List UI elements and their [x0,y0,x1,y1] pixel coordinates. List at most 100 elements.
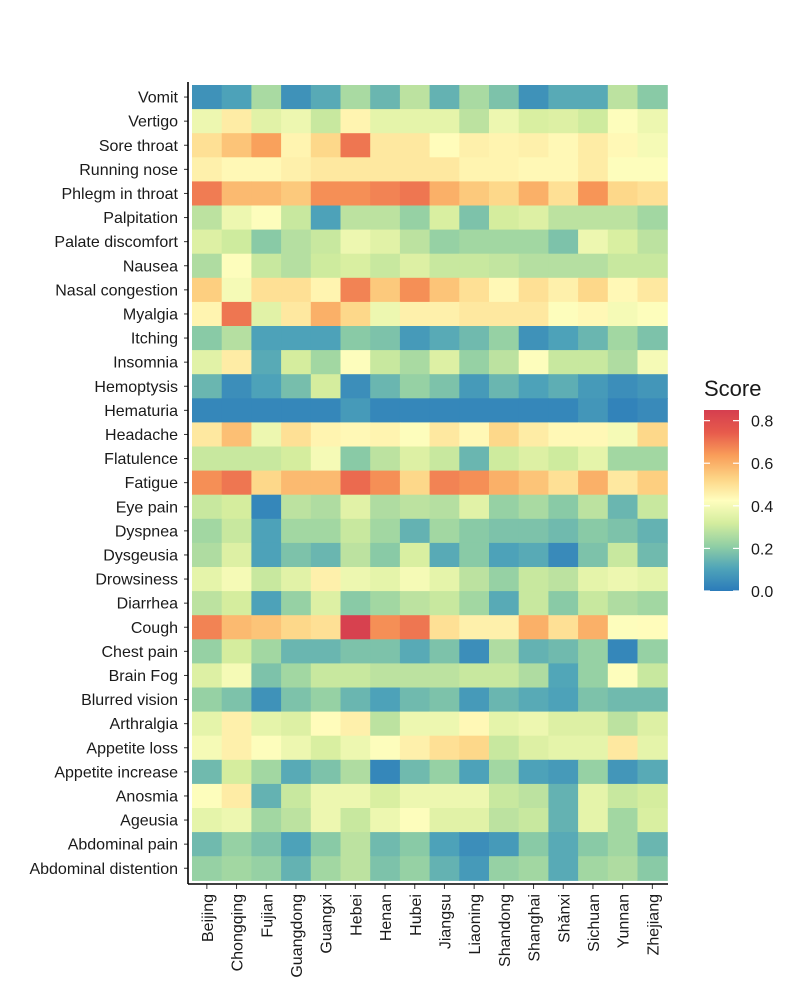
heatmap-cell [340,856,371,881]
heatmap-cell [310,253,342,279]
heatmap-cell [518,567,549,592]
heatmap-cell [221,639,252,664]
heatmap-cell [221,157,252,182]
heatmap-cell [192,181,223,207]
heatmap-cell [281,518,312,544]
heatmap-cell [548,759,579,785]
heatmap-cell [548,326,579,351]
heatmap-cell [310,277,342,303]
heatmap-cell [489,759,520,785]
heatmap-cell [607,253,639,279]
heatmap-cell [281,856,312,881]
heatmap-cell [399,783,431,809]
heatmap-cell [251,85,282,110]
heatmap-cell [607,301,639,327]
heatmap-cell [548,157,579,182]
heatmap-cell [310,759,342,785]
heatmap-cell [518,398,549,423]
heatmap-cell [310,446,342,472]
heatmap-cell [459,350,490,375]
heatmap-cell [607,663,639,689]
heatmap-cell [310,832,342,857]
heatmap-cell [399,446,431,472]
heatmap-cell [429,109,460,134]
heatmap-cell [399,591,431,616]
heatmap-cell [607,639,639,664]
heatmap-cell [518,808,549,833]
x-axis-label: Liaoning [467,894,484,955]
heatmap-cell [607,133,639,158]
heatmap-cell [221,446,252,472]
heatmap-cell [370,687,401,713]
heatmap-cell [459,157,490,182]
heatmap-cell [459,639,490,664]
heatmap-cell [459,783,490,809]
heatmap-cell [340,350,371,375]
heatmap-cell [459,494,490,520]
heatmap-cell [607,494,639,520]
y-axis-label: Diarrhea [117,596,178,613]
heatmap-cell [310,567,342,592]
x-axis-label: Jiangsu [438,894,455,949]
heatmap-cell [518,832,549,857]
legend-tick-label: 0.2 [751,541,773,558]
heatmap-cell [489,518,520,544]
heatmap-cell [578,591,609,616]
heatmap-cell [251,253,282,279]
heatmap-cell [578,350,609,375]
heatmap-cell [251,398,282,423]
heatmap-cell [399,542,431,568]
heatmap-cell [340,639,371,664]
heatmap-cell [310,735,342,761]
heatmap-cell [637,759,668,785]
heatmap-cell [607,783,639,809]
heatmap-cell [281,687,312,713]
heatmap-cell [429,759,460,785]
heatmap-cell [548,567,579,592]
heatmap-cell [281,181,312,207]
heatmap-cell [578,253,609,279]
heatmap-cell [489,422,520,448]
heatmap-cell [399,494,431,520]
heatmap-cell [340,398,371,423]
heatmap-cell [637,85,668,110]
heatmap-cell [251,856,282,881]
heatmap-cell [310,687,342,713]
heatmap-cell [221,808,252,833]
heatmap-cell [429,398,460,423]
heatmap-cell [578,663,609,689]
heatmap-cell [578,398,609,423]
heatmap-cell [340,759,371,785]
heatmap-cell [548,446,579,472]
heatmap-cell [221,494,252,520]
heatmap-cell [221,711,252,737]
heatmap-cell [489,735,520,761]
heatmap-cell [429,808,460,833]
heatmap-cell [459,856,490,881]
heatmap-cell [637,615,668,640]
heatmap-cell [281,133,312,158]
heatmap-cell [221,350,252,375]
heatmap-cell [310,157,342,182]
heatmap-cell [429,157,460,182]
heatmap-cell [192,856,223,881]
heatmap-cell [340,470,371,496]
heatmap-cell [192,470,223,496]
heatmap-cell [281,109,312,134]
heatmap-cell [607,470,639,496]
heatmap-cell [578,494,609,520]
heatmap-cell [221,326,252,351]
heatmap-cell [429,470,460,496]
heatmap-cell [340,157,371,182]
y-axis-label: Eye pain [116,499,178,516]
legend-title: Score [704,376,761,401]
heatmap-cell [637,687,668,713]
heatmap-cell [548,85,579,110]
heatmap-cell [192,350,223,375]
heatmap-cell [489,470,520,496]
heatmap-cell [489,109,520,134]
heatmap-cell [310,350,342,375]
heatmap-cell [548,832,579,857]
heatmap-cell [578,808,609,833]
heatmap-cell [310,398,342,423]
